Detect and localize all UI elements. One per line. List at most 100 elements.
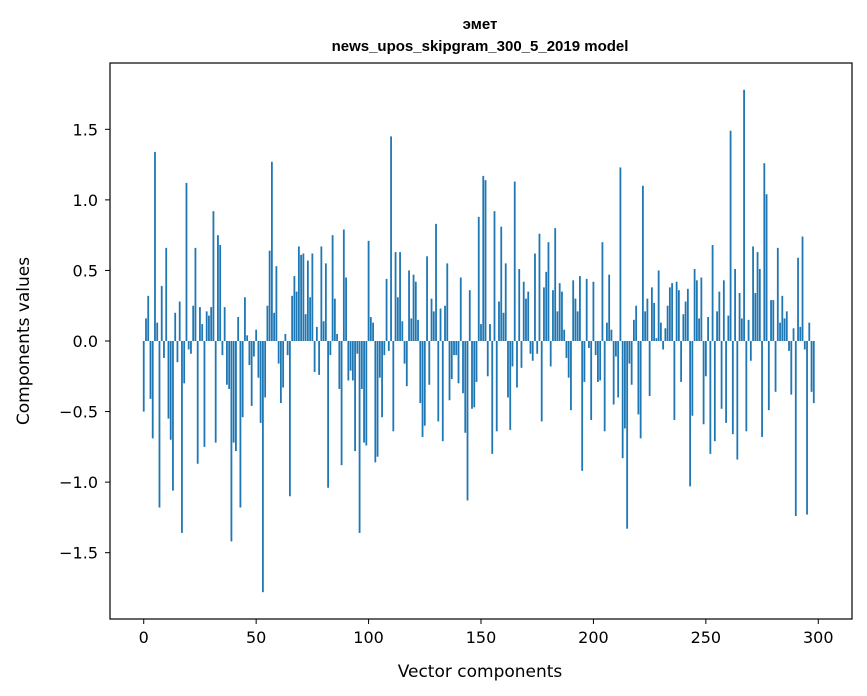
bar [360, 341, 363, 389]
y-tick-label: −1.0 [59, 473, 98, 492]
bar [426, 256, 428, 341]
bar [794, 341, 797, 516]
bar [450, 341, 453, 380]
bar [680, 341, 683, 382]
bar [790, 341, 793, 395]
bar [250, 341, 253, 406]
bar [145, 318, 147, 341]
bar [538, 233, 541, 341]
bar [783, 318, 786, 341]
bar [637, 341, 640, 415]
bar [621, 341, 624, 459]
bar [421, 341, 424, 437]
bar [219, 245, 222, 341]
bar [437, 341, 440, 422]
bar [329, 341, 332, 356]
bar [151, 341, 154, 439]
bar [545, 271, 548, 341]
bar [662, 341, 665, 350]
bar [241, 341, 244, 418]
bar [711, 245, 714, 341]
bar [435, 223, 437, 341]
bar [244, 297, 246, 341]
bar [776, 247, 779, 341]
bar [237, 317, 240, 341]
bar [493, 211, 496, 341]
bar [203, 341, 206, 447]
bar [333, 298, 336, 341]
bar [788, 341, 790, 351]
bar [570, 341, 572, 411]
bar [590, 341, 593, 421]
bar [167, 341, 170, 419]
bar [799, 326, 802, 341]
bar [291, 295, 294, 341]
bar [268, 250, 271, 341]
bar [603, 341, 606, 432]
bar [464, 341, 467, 433]
bar [320, 246, 323, 341]
bar [520, 341, 523, 368]
bar [183, 341, 186, 384]
bar [221, 341, 224, 356]
bar [516, 341, 518, 388]
bar [617, 341, 620, 398]
bar [713, 341, 716, 442]
bar [405, 341, 408, 387]
bar [455, 341, 458, 356]
bar [781, 295, 784, 341]
bar [579, 276, 581, 341]
bar [675, 281, 678, 341]
bar [504, 263, 507, 341]
bar [588, 341, 590, 349]
bar [484, 180, 487, 341]
bar [765, 194, 768, 341]
bar [806, 341, 808, 515]
bar [774, 341, 777, 392]
bar [655, 338, 658, 341]
bar [731, 341, 734, 435]
bar [441, 341, 444, 442]
bar [527, 291, 530, 341]
bar [534, 253, 536, 341]
bar [192, 305, 195, 341]
bar [761, 341, 763, 437]
bar [597, 341, 599, 382]
x-tick-label: 300 [803, 628, 834, 647]
bar [770, 300, 772, 341]
x-tick-label: 250 [691, 628, 722, 647]
bar [378, 341, 381, 378]
bar [767, 341, 770, 411]
bar [185, 182, 188, 341]
bar [763, 163, 766, 341]
bar [682, 314, 685, 341]
bar [142, 341, 145, 412]
bar [354, 341, 356, 452]
bar [417, 319, 419, 341]
bar [729, 130, 732, 341]
bar [671, 283, 674, 341]
bar [414, 281, 417, 341]
bar [702, 341, 705, 425]
y-axis-ticks: −1.5 −1.0 −0.5 0.0 0.5 1.0 1.5 [59, 120, 110, 563]
bar [509, 341, 512, 430]
bar [563, 329, 566, 341]
bar [722, 280, 725, 341]
bar [262, 341, 264, 593]
bar [349, 341, 352, 371]
bar [399, 252, 401, 341]
bar [383, 341, 386, 356]
bar [347, 341, 350, 381]
bar [336, 333, 338, 341]
bar [475, 341, 478, 382]
bar [695, 280, 698, 341]
bar [235, 341, 237, 452]
bar [176, 341, 179, 363]
bar [635, 305, 638, 341]
bar [725, 341, 727, 423]
bar [581, 341, 584, 471]
bar [453, 341, 455, 356]
bar [738, 293, 741, 341]
bar [163, 341, 165, 358]
bar [673, 341, 676, 421]
